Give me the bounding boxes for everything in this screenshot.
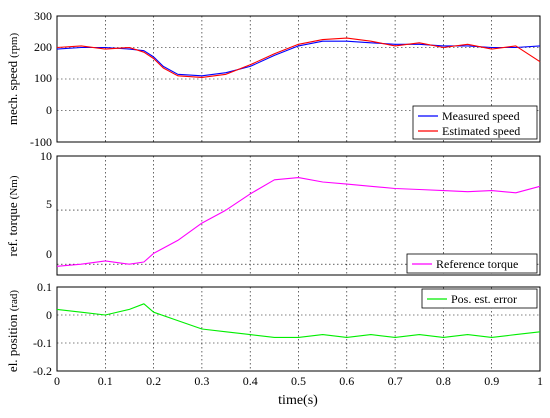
xtick-label: 0.6 bbox=[339, 374, 354, 388]
panel-torque: 10 5 0 ref. torque(Nm) Reference torque bbox=[5, 149, 541, 276]
xtick-label: 0.5 bbox=[291, 374, 306, 388]
speed-legend-box bbox=[412, 105, 538, 140]
torque-legend: Reference torque bbox=[406, 253, 538, 274]
xtick-label: 0.9 bbox=[484, 374, 499, 388]
xtick-label: 0 bbox=[54, 374, 60, 388]
legend-label-pos-est-error: Pos. est. error bbox=[451, 292, 517, 306]
series-line-estimated-speed bbox=[56, 37, 541, 78]
xtick-label: 0.7 bbox=[388, 374, 403, 388]
speed-ylabel: mech. speed(rpm) bbox=[5, 33, 20, 126]
speed-ytick-minus100: -100 bbox=[30, 135, 52, 149]
position-ytick-minus0.2: -0.2 bbox=[33, 364, 52, 378]
legend-label-reference-torque: Reference torque bbox=[436, 257, 518, 271]
position-legend-box bbox=[421, 288, 538, 309]
legend-label-estimated-speed: Estimated speed bbox=[442, 124, 520, 138]
speed-ytick-300: 300 bbox=[34, 9, 52, 23]
xtick-label: 0.2 bbox=[146, 374, 161, 388]
legend-label-measured-speed: Measured speed bbox=[442, 109, 520, 123]
xtick-label: 0.3 bbox=[194, 374, 209, 388]
panel-speed: 300 200 100 0 -100 mech. speed(rpm) Meas… bbox=[5, 9, 541, 149]
position-ytick-0.1: 0.1 bbox=[37, 280, 52, 294]
position-legend: Pos. est. error bbox=[421, 288, 538, 309]
position-ytick-minus0.1: -0.1 bbox=[33, 336, 52, 350]
series-line-reference-torque bbox=[56, 177, 541, 267]
speed-ytick-0: 0 bbox=[46, 103, 52, 117]
xtick-label: 1 bbox=[537, 374, 543, 388]
xtick-label: 0.8 bbox=[436, 374, 451, 388]
x-axis-label: time(s) bbox=[278, 393, 318, 408]
speed-ytick-100: 100 bbox=[34, 71, 52, 85]
speed-ytick-200: 200 bbox=[34, 40, 52, 54]
position-ylabel: el. position(rad) bbox=[5, 290, 20, 372]
torque-ytick-10: 10 bbox=[40, 149, 52, 163]
xtick-label: 0.1 bbox=[98, 374, 113, 388]
torque-legend-box bbox=[406, 253, 538, 274]
xtick-label: 0.4 bbox=[243, 374, 258, 388]
torque-ytick-0: 0 bbox=[46, 247, 52, 261]
position-ytick-0: 0 bbox=[46, 308, 52, 322]
speed-legend: Measured speed Estimated speed bbox=[412, 105, 538, 140]
torque-ylabel: ref. torque(Nm) bbox=[5, 175, 20, 256]
torque-ytick-5: 5 bbox=[46, 197, 52, 211]
series-line-pos-est-error bbox=[56, 303, 541, 338]
panel-position: 0.1 0 -0.1 -0.2 el. position(rad) Pos. e… bbox=[5, 280, 543, 408]
